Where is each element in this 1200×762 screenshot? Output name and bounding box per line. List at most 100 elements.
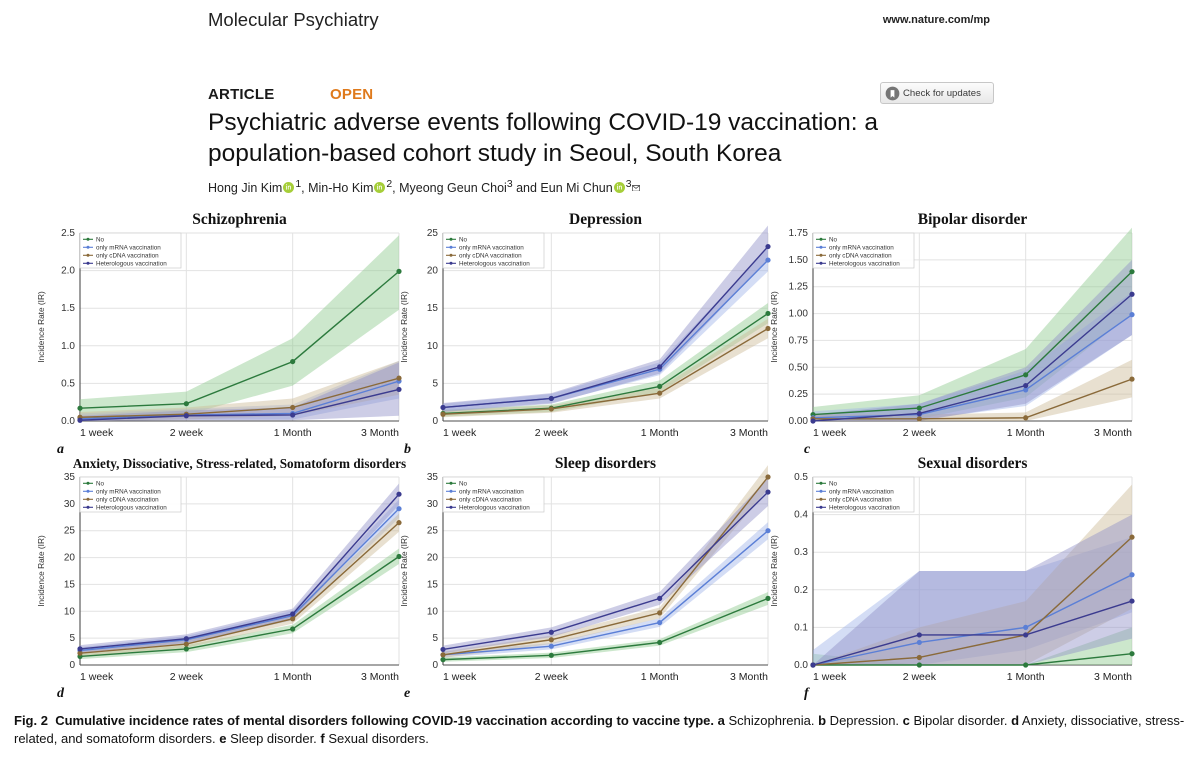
svg-text:10: 10 (427, 606, 439, 617)
svg-text:25: 25 (427, 526, 439, 537)
svg-text:3 Month: 3 Month (361, 427, 399, 439)
svg-text:1.00: 1.00 (789, 309, 809, 320)
svg-text:15: 15 (427, 579, 439, 590)
svg-text:No: No (459, 481, 468, 488)
svg-text:5: 5 (69, 633, 75, 644)
svg-text:1 Month: 1 Month (274, 427, 312, 439)
svg-text:only cDNA vaccination: only cDNA vaccination (829, 253, 892, 260)
svg-text:Heterologous vaccination: Heterologous vaccination (459, 261, 530, 268)
svg-text:2 week: 2 week (535, 427, 569, 439)
svg-text:1 week: 1 week (443, 671, 477, 683)
svg-text:30: 30 (64, 499, 76, 510)
svg-text:No: No (96, 481, 105, 488)
svg-text:3 Month: 3 Month (361, 671, 399, 683)
svg-text:0.5: 0.5 (61, 378, 75, 389)
svg-text:20: 20 (64, 553, 76, 564)
svg-text:1 week: 1 week (443, 427, 477, 439)
svg-text:0.5: 0.5 (794, 472, 808, 483)
svg-text:5: 5 (432, 378, 438, 389)
svg-text:1 week: 1 week (813, 427, 847, 439)
svg-text:1 week: 1 week (80, 671, 114, 683)
svg-text:25: 25 (427, 228, 439, 239)
svg-text:2.5: 2.5 (61, 228, 75, 239)
svg-text:15: 15 (427, 303, 439, 314)
svg-text:only mRNA vaccination: only mRNA vaccination (459, 489, 524, 496)
svg-text:Heterologous vaccination: Heterologous vaccination (96, 505, 167, 512)
svg-text:only mRNA vaccination: only mRNA vaccination (96, 245, 161, 252)
svg-text:1.25: 1.25 (789, 282, 809, 293)
svg-text:Schizophrenia: Schizophrenia (192, 211, 287, 228)
svg-text:only cDNA vaccination: only cDNA vaccination (459, 253, 522, 260)
svg-text:Incidence Rate (IR): Incidence Rate (IR) (769, 535, 779, 607)
svg-text:1 week: 1 week (813, 671, 847, 683)
svg-text:0.3: 0.3 (794, 547, 808, 558)
svg-text:Incidence Rate (IR): Incidence Rate (IR) (36, 535, 46, 607)
svg-text:1 Month: 1 Month (1007, 671, 1045, 683)
svg-text:3 Month: 3 Month (730, 671, 768, 683)
svg-text:only mRNA vaccination: only mRNA vaccination (829, 245, 894, 252)
svg-text:1.0: 1.0 (61, 341, 75, 352)
svg-text:only mRNA vaccination: only mRNA vaccination (96, 489, 161, 496)
svg-text:0.50: 0.50 (789, 362, 809, 373)
svg-text:0.0: 0.0 (794, 660, 808, 671)
svg-text:0: 0 (69, 660, 75, 671)
svg-text:1 Month: 1 Month (641, 427, 679, 439)
svg-text:Incidence Rate (IR): Incidence Rate (IR) (769, 291, 779, 363)
svg-text:30: 30 (427, 499, 439, 510)
svg-text:1.5: 1.5 (61, 303, 75, 314)
svg-text:Incidence Rate (IR): Incidence Rate (IR) (399, 535, 409, 607)
svg-text:0: 0 (432, 660, 438, 671)
svg-text:3 Month: 3 Month (1094, 427, 1132, 439)
svg-text:Heterologous vaccination: Heterologous vaccination (459, 505, 530, 512)
svg-text:25: 25 (64, 526, 76, 537)
svg-text:Incidence Rate (IR): Incidence Rate (IR) (36, 291, 46, 363)
svg-text:Heterologous vaccination: Heterologous vaccination (96, 261, 167, 268)
svg-text:2 week: 2 week (170, 427, 204, 439)
svg-text:2 week: 2 week (535, 671, 569, 683)
svg-text:only cDNA vaccination: only cDNA vaccination (829, 497, 892, 504)
svg-text:Anxiety, Dissociative, Stress-: Anxiety, Dissociative, Stress-related, S… (73, 456, 406, 471)
svg-text:Sleep disorders: Sleep disorders (555, 455, 656, 472)
svg-text:Bipolar disorder: Bipolar disorder (918, 211, 1028, 228)
svg-text:0: 0 (432, 416, 438, 427)
svg-text:2 week: 2 week (903, 427, 937, 439)
svg-text:3 Month: 3 Month (1094, 671, 1132, 683)
svg-text:only cDNA vaccination: only cDNA vaccination (96, 253, 159, 260)
svg-text:0.75: 0.75 (789, 335, 809, 346)
svg-text:1.75: 1.75 (789, 228, 809, 239)
svg-text:10: 10 (64, 606, 76, 617)
svg-text:0.4: 0.4 (794, 510, 808, 521)
svg-text:only cDNA vaccination: only cDNA vaccination (96, 497, 159, 504)
svg-text:35: 35 (427, 472, 439, 483)
svg-text:Incidence Rate (IR): Incidence Rate (IR) (399, 291, 409, 363)
svg-text:3 Month: 3 Month (730, 427, 768, 439)
svg-text:1 Month: 1 Month (641, 671, 679, 683)
svg-text:Sexual disorders: Sexual disorders (918, 455, 1028, 472)
svg-text:1.50: 1.50 (789, 255, 809, 266)
svg-text:No: No (829, 237, 838, 244)
svg-text:only mRNA vaccination: only mRNA vaccination (829, 489, 894, 496)
svg-text:20: 20 (427, 266, 439, 277)
svg-text:35: 35 (64, 472, 76, 483)
svg-text:15: 15 (64, 579, 76, 590)
svg-text:1 week: 1 week (80, 427, 114, 439)
svg-text:No: No (459, 237, 468, 244)
svg-text:Heterologous vaccination: Heterologous vaccination (829, 261, 900, 268)
svg-text:20: 20 (427, 553, 439, 564)
svg-text:No: No (96, 237, 105, 244)
svg-text:Depression: Depression (569, 211, 642, 228)
svg-text:2 week: 2 week (903, 671, 937, 683)
svg-text:0.0: 0.0 (61, 416, 75, 427)
svg-text:0.1: 0.1 (794, 622, 808, 633)
svg-text:only mRNA vaccination: only mRNA vaccination (459, 245, 524, 252)
svg-text:No: No (829, 481, 838, 488)
svg-text:1 Month: 1 Month (274, 671, 312, 683)
svg-text:10: 10 (427, 341, 439, 352)
svg-text:2.0: 2.0 (61, 266, 75, 277)
svg-text:only cDNA vaccination: only cDNA vaccination (459, 497, 522, 504)
svg-text:0.00: 0.00 (789, 416, 809, 427)
svg-text:0.25: 0.25 (789, 389, 809, 400)
svg-text:0.2: 0.2 (794, 585, 808, 596)
svg-text:2 week: 2 week (170, 671, 204, 683)
svg-text:1 Month: 1 Month (1007, 427, 1045, 439)
